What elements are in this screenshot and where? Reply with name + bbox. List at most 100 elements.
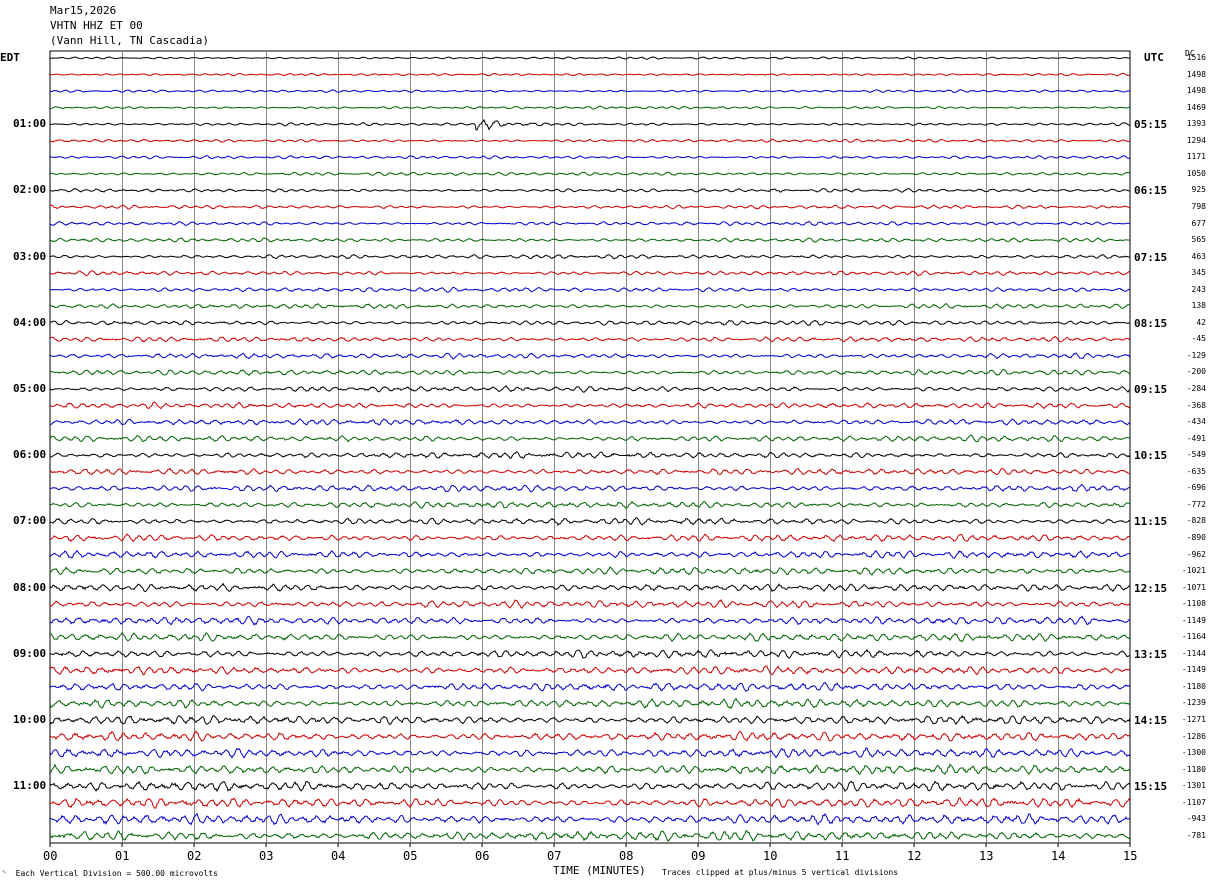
trace-12 [49, 253, 1131, 260]
x-tick-label: 07 [547, 849, 562, 863]
x-tick-label: 14 [1051, 849, 1066, 863]
dc-offset-value: 42 [1196, 317, 1206, 327]
dc-offset-value: 1498 [1186, 86, 1206, 96]
dc-offset-value: -635 [1186, 466, 1206, 476]
x-tick-label: 11 [835, 849, 850, 863]
dc-offset-value: -828 [1186, 516, 1206, 526]
right-hour-label: 09:15 [1134, 383, 1168, 396]
left-hour-label: 09:00 [13, 646, 47, 660]
x-tick-label: 08 [619, 849, 634, 863]
trace-24 [49, 451, 1131, 459]
trace-7 [49, 171, 1131, 177]
left-hour-label: 03:00 [13, 249, 47, 263]
x-tick-label: 02 [187, 849, 202, 863]
left-axis-label: EDT [0, 51, 20, 64]
dc-offset-value: 463 [1191, 251, 1206, 261]
dc-offset-value: -1300 [1181, 748, 1206, 758]
x-tick-label: 01 [115, 849, 130, 863]
right-hour-label: 12:15 [1134, 581, 1168, 595]
right-hour-label: 06:15 [1134, 184, 1168, 198]
right-hour-label: 05:15 [1134, 118, 1168, 132]
x-tick-label: 03 [259, 849, 274, 863]
right-hour-label: 08:15 [1134, 316, 1168, 330]
dc-offset-value: -129 [1186, 350, 1206, 360]
dc-offset-value: -284 [1186, 384, 1206, 393]
trace-27 [49, 500, 1131, 510]
right-hour-label: 07:15 [1134, 250, 1168, 264]
trace-6 [49, 155, 1131, 160]
dc-offset-value: -890 [1186, 532, 1206, 542]
trace-23 [49, 434, 1131, 443]
dc-offset-value: 677 [1191, 218, 1206, 228]
trace-9 [49, 204, 1131, 210]
trace-21 [49, 401, 1131, 410]
trace-42 [49, 747, 1131, 759]
left-hour-label: 04:00 [13, 315, 47, 329]
dc-offset-value: 1469 [1186, 102, 1206, 112]
dc-offset-value: -781 [1186, 830, 1206, 840]
plot-frame [49, 50, 1131, 844]
dc-offset-value: -1149 [1181, 615, 1206, 625]
left-hour-label: 05:00 [13, 382, 47, 395]
trace-13 [49, 270, 1131, 277]
location-label: (Vann Hill, TN Cascadia) [50, 34, 209, 47]
x-tick-label: 09 [691, 849, 706, 863]
x-tick-label: 13 [979, 849, 994, 863]
date-label: Mar15,2026 [50, 4, 117, 17]
x-axis-label: TIME (MINUTES) [553, 864, 646, 877]
trace-47 [49, 829, 1131, 842]
dc-offset-value: 243 [1191, 284, 1206, 294]
left-hour-label: 11:00 [13, 779, 47, 793]
trace-3 [49, 105, 1130, 110]
trace-16 [49, 319, 1131, 326]
dc-offset-value: -1021 [1181, 566, 1206, 576]
x-tick-label: 12 [907, 849, 922, 863]
trace-34 [49, 615, 1131, 626]
right-hour-label: 14:15 [1134, 714, 1168, 727]
dc-offset-value: -1180 [1181, 681, 1206, 691]
station-label: VHTN HHZ ET 00 [50, 19, 143, 32]
trace-28 [49, 517, 1131, 527]
trace-43 [49, 763, 1131, 776]
trace-17 [49, 335, 1131, 343]
trace-35 [49, 631, 1131, 643]
x-tick-label: 10 [763, 849, 778, 863]
x-tick-label: 15 [1123, 849, 1138, 863]
trace-5 [49, 138, 1131, 143]
trace-30 [49, 549, 1131, 559]
dc-offset-value: 1171 [1186, 152, 1206, 162]
right-hour-label: 10:15 [1134, 449, 1168, 463]
trace-4 [49, 118, 1131, 131]
dc-offset-value: 1393 [1186, 119, 1206, 129]
trace-40 [49, 714, 1131, 726]
trace-10 [49, 220, 1131, 227]
dc-offset-value: -1271 [1181, 715, 1206, 724]
right-hour-label: 11:15 [1134, 515, 1168, 529]
trace-39 [49, 697, 1131, 709]
trace-44 [49, 780, 1131, 793]
dc-offset-value: -1149 [1181, 665, 1206, 675]
trace-29 [49, 533, 1131, 543]
x-tick-label: 04 [331, 849, 346, 863]
trace-26 [49, 484, 1131, 493]
right-hour-label: 13:15 [1134, 647, 1168, 661]
footer-scale-note: ⸌ Each Vertical Division = 500.00 microv… [2, 868, 218, 879]
dc-offset-value: -1071 [1181, 582, 1206, 592]
trace-38 [49, 681, 1131, 692]
dc-offset-value: 1498 [1186, 69, 1206, 79]
trace-11 [49, 237, 1131, 243]
trace-46 [49, 812, 1131, 826]
dc-offset-value: -1301 [1181, 781, 1206, 791]
trace-32 [49, 582, 1131, 593]
right-hour-label: 15:15 [1134, 780, 1168, 794]
trace-37 [49, 665, 1131, 676]
trace-1 [49, 72, 1131, 77]
x-tick-label: 05 [403, 849, 418, 863]
left-hour-label: 06:00 [13, 448, 47, 462]
dc-offset-value: -772 [1186, 499, 1206, 509]
trace-20 [49, 385, 1131, 393]
trace-18 [49, 352, 1131, 360]
trace-31 [49, 566, 1131, 576]
left-hour-label: 01:00 [13, 117, 47, 131]
